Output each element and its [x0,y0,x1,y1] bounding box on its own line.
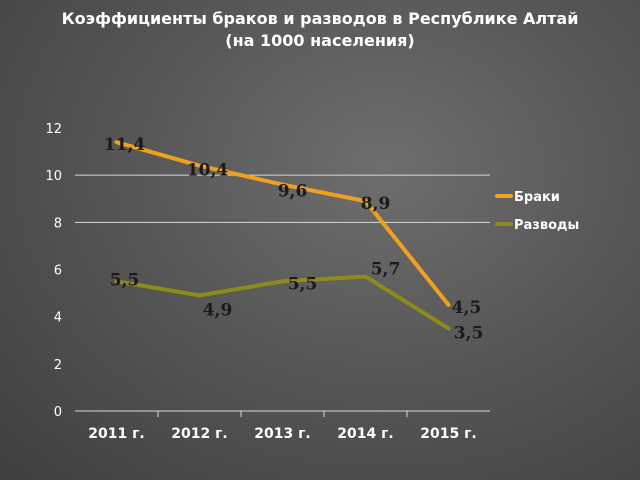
data-label: 4,9 [203,300,233,320]
data-label: 5,5 [110,270,140,290]
data-label: 8,9 [361,194,391,214]
data-label: 3,5 [454,323,484,343]
y-tick-label: 4 [54,311,62,326]
data-label: 10,4 [187,161,229,181]
x-tick-label: 2013 г. [254,426,310,442]
chart-title: Коэффициенты браков и разводов в Республ… [0,8,640,52]
legend-label: Браки [514,190,560,205]
x-tick-label: 2014 г. [337,426,393,442]
data-label: 5,5 [288,274,318,294]
data-label: 4,5 [452,298,482,318]
chart-title-line2: (на 1000 населения) [225,31,415,50]
x-tick-label: 2015 г. [420,426,476,442]
data-label: 5,7 [371,260,401,280]
y-tick-label: 8 [54,216,62,231]
chart-title-line1: Коэффициенты браков и разводов в Республ… [61,9,579,28]
legend-label: Разводы [514,218,579,233]
data-label: 9,6 [278,182,308,202]
x-tick-label: 2012 г. [171,426,227,442]
series-line-razvody [114,274,451,331]
data-label: 11,4 [104,135,146,155]
y-tick-label: 12 [45,122,62,137]
y-tick-label: 0 [54,405,62,420]
y-tick-label: 2 [54,358,62,373]
y-tick-label: 6 [54,264,62,279]
y-tick-label: 10 [45,169,62,184]
x-tick-label: 2011 г. [88,426,144,442]
